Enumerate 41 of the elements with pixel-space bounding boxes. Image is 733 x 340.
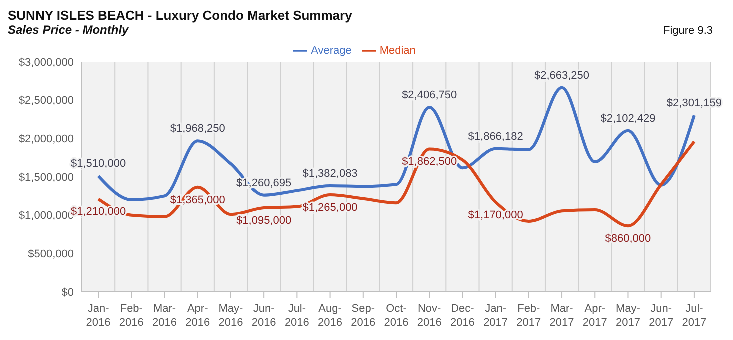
x-tick-label: May-2017 (616, 303, 641, 329)
y-tick-label: $3,000,000 (18, 56, 74, 69)
x-tick-label: Jun-2017 (649, 303, 674, 329)
x-tick-label: May-2016 (218, 303, 244, 329)
x-tick-label: Jan-2016 (86, 303, 111, 329)
x-tick-label: Jul-2017 (682, 303, 707, 329)
data-label: $1,382,083 (302, 168, 358, 180)
x-tick-label: Mar-2017 (550, 303, 574, 329)
chart-title: SUNNY ISLES BEACH - Luxury Condo Market Summary (8, 8, 352, 23)
x-tick-label: Nov-2016 (417, 303, 442, 329)
x-tick-label: Apr-2017 (582, 303, 608, 329)
data-label: $860,000 (605, 233, 652, 246)
x-tick-label: Jul-2016 (284, 303, 310, 329)
x-tick-label: Sep-2016 (351, 303, 376, 329)
data-label: $1,095,000 (236, 215, 292, 228)
x-tick-label: Dec-2016 (450, 303, 475, 329)
y-tick-label: $2,500,000 (18, 95, 74, 108)
chart-subtitle: Sales Price - Monthly (8, 23, 129, 37)
data-label: $1,968,250 (170, 123, 226, 136)
x-tick-label: Apr-2016 (186, 303, 210, 329)
legend-label: Median (380, 44, 416, 57)
y-tick-label: $1,500,000 (18, 172, 74, 184)
caption: Figure 9.3 (663, 25, 713, 37)
data-label: $1,265,000 (302, 202, 358, 214)
y-tick-label: $0 (62, 286, 74, 299)
x-tick-label: Feb-2017 (516, 303, 542, 329)
x-tick-label: Mar-2016 (152, 303, 178, 329)
x-tick-label: Oct-2016 (384, 303, 409, 329)
x-tick-label: Jan-2017 (484, 303, 508, 329)
legend-label: Average (311, 44, 352, 57)
y-tick-label: $2,000,000 (18, 134, 74, 146)
data-label: $2,102,429 (600, 112, 656, 125)
x-tick-label: Jun-2016 (252, 303, 276, 329)
x-tick-label: Feb-2016 (119, 303, 144, 329)
x-tick-label: Aug-2016 (318, 303, 343, 329)
y-tick-label: $500,000 (28, 248, 74, 261)
data-label: $2,406,750 (402, 89, 458, 102)
data-label: $1,510,000 (71, 158, 126, 170)
data-label: $2,663,250 (534, 70, 590, 82)
data-label: $2,301,159 (666, 98, 722, 110)
data-label: $1,866,182 (468, 130, 524, 143)
